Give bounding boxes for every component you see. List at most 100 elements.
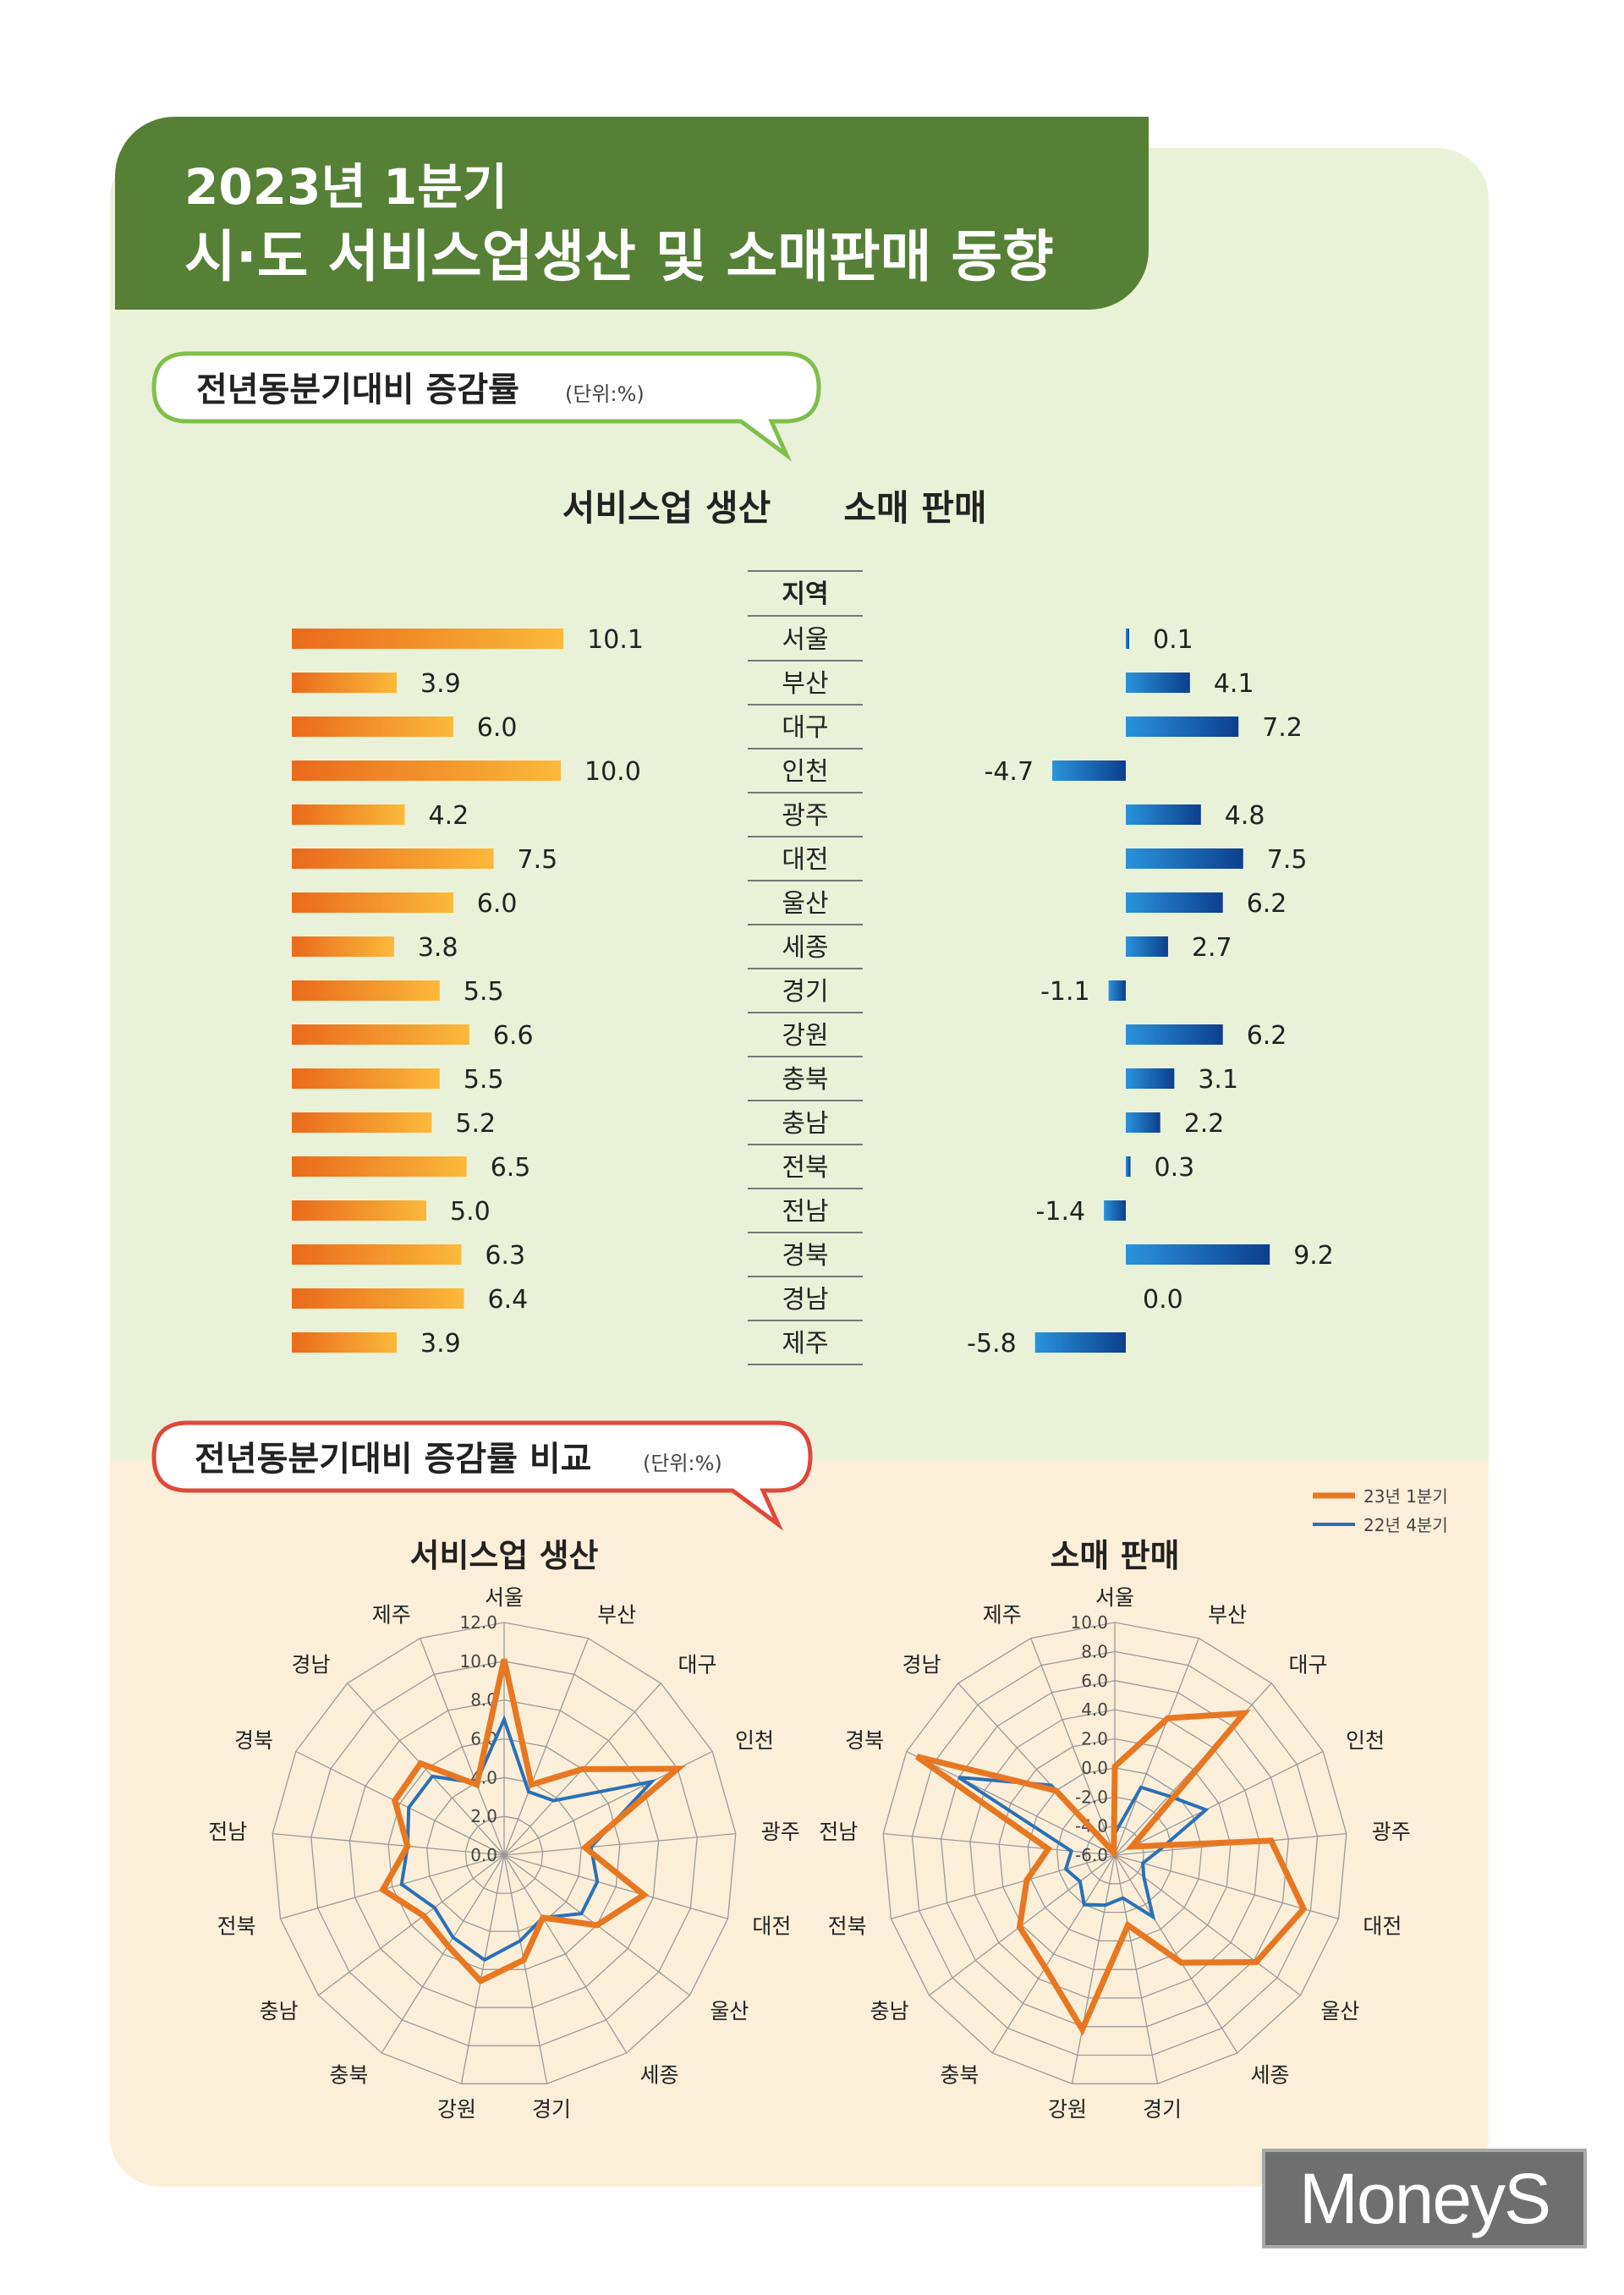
radar-category-label: 경남: [292, 1653, 331, 1677]
radar-spoke: [503, 1832, 736, 1856]
retail-bar: [1126, 936, 1168, 957]
retail-bar-label: 0.1: [1153, 625, 1193, 655]
retail-bar: [1108, 980, 1126, 1001]
radar-category-label: 부산: [597, 1603, 636, 1628]
retail-bar: [1126, 804, 1201, 825]
retail-bar-label: -1.4: [1036, 1197, 1086, 1227]
service-bar: [292, 936, 394, 957]
radar2-title: 소매 판매: [1050, 1537, 1179, 1574]
radar-spoke: [272, 1832, 505, 1856]
service-bar: [292, 892, 453, 913]
retail-bar: [1126, 848, 1243, 869]
radar-spoke: [503, 1854, 728, 1919]
bar-left-title: 서비스업 생산: [562, 487, 771, 529]
region-label: 충남: [782, 1109, 828, 1139]
region-label: 경남: [782, 1285, 828, 1315]
section1-unit: (단위:%): [565, 382, 645, 406]
service-bar: [292, 1244, 462, 1265]
radar-category-label: 울산: [710, 1999, 749, 2023]
radar-category-label: 충북: [329, 2062, 368, 2087]
radar-tick-label: -6.0: [1075, 1845, 1108, 1865]
radar-grid-ring: [1027, 1767, 1203, 1942]
radar-category-label: 대구: [1288, 1653, 1327, 1677]
radar-spoke: [503, 1638, 589, 1856]
radar-legend: 23년 1분기 22년 4분기: [1313, 1486, 1448, 1535]
region-label: 부산: [782, 669, 828, 699]
radar-tick-label: 10.0: [459, 1651, 497, 1672]
radar-spoke: [318, 1854, 505, 1996]
radar-category-label: 서울: [485, 1585, 524, 1610]
service-bar: [292, 1200, 426, 1221]
region-label: 충북: [782, 1065, 828, 1095]
radar-series-23q1: [915, 1710, 1308, 2036]
service-bar: [292, 629, 564, 649]
radar-chart-service: 0.02.04.06.08.010.012.0서울부산대구인천광주대전울산세종경…: [208, 1585, 799, 2122]
retail-bar: [1126, 1112, 1160, 1133]
radar-spoke: [381, 1854, 505, 2054]
section1-title: 전년동분기대비 증감률: [196, 371, 519, 409]
radar-series-22q4: [957, 1776, 1210, 1921]
retail-bar-label: 3.1: [1198, 1065, 1238, 1095]
radar-category-label: 제주: [372, 1603, 411, 1628]
retail-bar-label: -5.8: [967, 1329, 1017, 1359]
radar-category-label: 경북: [234, 1728, 273, 1753]
radar-tick-label: 2.0: [470, 1806, 497, 1826]
radar-spoke: [503, 1854, 628, 2054]
retail-bar-label: 2.7: [1192, 933, 1232, 963]
bar-right-title: 소매 판매: [843, 487, 986, 529]
radar-category-label: 전북: [828, 1913, 867, 1938]
radar-category-label: 경북: [845, 1728, 884, 1753]
service-bar: [292, 1156, 467, 1177]
retail-bar: [1052, 760, 1126, 781]
radar-spoke: [883, 1832, 1116, 1856]
section2-bubble: 전년동분기대비 증감률 비교 (단위:%): [151, 1420, 813, 1531]
radar-category-label: 충남: [260, 1999, 299, 2023]
radar-grid-ring: [969, 1709, 1260, 1999]
retail-bar: [1126, 629, 1129, 649]
radar-spoke: [1114, 1638, 1199, 1856]
region-label: 세종: [782, 933, 828, 963]
logo-text: MoneyS: [1298, 2158, 1551, 2238]
service-bar-label: 5.5: [464, 1065, 504, 1095]
radar-spoke: [280, 1854, 505, 1919]
radar-grid-ring: [272, 1622, 737, 2084]
service-bar-label: 3.8: [418, 933, 458, 963]
service-bar-label: 3.9: [420, 1329, 461, 1359]
radar-tick-label: 10.0: [1070, 1612, 1108, 1633]
radar-tick-label: 0.0: [470, 1845, 497, 1865]
radar-category-label: 광주: [1372, 1820, 1411, 1844]
service-bar-label: 6.5: [491, 1153, 531, 1183]
radar1-title: 서비스업 생산: [410, 1537, 599, 1574]
radar-tick-label: 6.0: [1081, 1671, 1108, 1691]
service-bar: [292, 848, 494, 869]
service-bar-label: 5.0: [450, 1197, 491, 1227]
service-bar-label: 3.9: [420, 669, 461, 699]
region-label: 광주: [782, 801, 828, 831]
radar-tick-label: 2.0: [1081, 1729, 1108, 1749]
moneys-logo: MoneyS: [1262, 2149, 1587, 2248]
retail-bar-label: -4.7: [985, 757, 1034, 787]
region-label: 제주: [782, 1329, 828, 1359]
service-bar: [292, 1068, 440, 1089]
service-bar: [292, 1112, 432, 1133]
radar-category-label: 세종: [1251, 2062, 1290, 2087]
radar-chart-retail: -6.0-4.0-2.00.02.04.06.08.010.0서울부산대구인천광…: [819, 1585, 1410, 2122]
radar-category-label: 광주: [761, 1820, 800, 1844]
region-label: 경기: [782, 977, 828, 1007]
service-bar: [292, 760, 561, 781]
radar-category-label: 강원: [1048, 2097, 1087, 2122]
radar-grid-ring: [310, 1661, 698, 2046]
radar-grid-ring: [1056, 1796, 1174, 1913]
region-header: 지역: [782, 579, 828, 609]
radar-spoke: [295, 1750, 505, 1856]
radar-category-label: 경기: [1143, 2097, 1182, 2122]
retail-bar: [1034, 1332, 1126, 1353]
radar-category-label: 전남: [819, 1820, 858, 1844]
service-bar-label: 6.0: [477, 889, 518, 919]
retail-bar-label: 6.2: [1247, 1021, 1287, 1051]
section2-title: 전년동분기대비 증감률 비교: [195, 1440, 591, 1479]
legend-label-23: 23년 1분기: [1363, 1486, 1448, 1507]
radar-spoke: [503, 1854, 548, 2084]
